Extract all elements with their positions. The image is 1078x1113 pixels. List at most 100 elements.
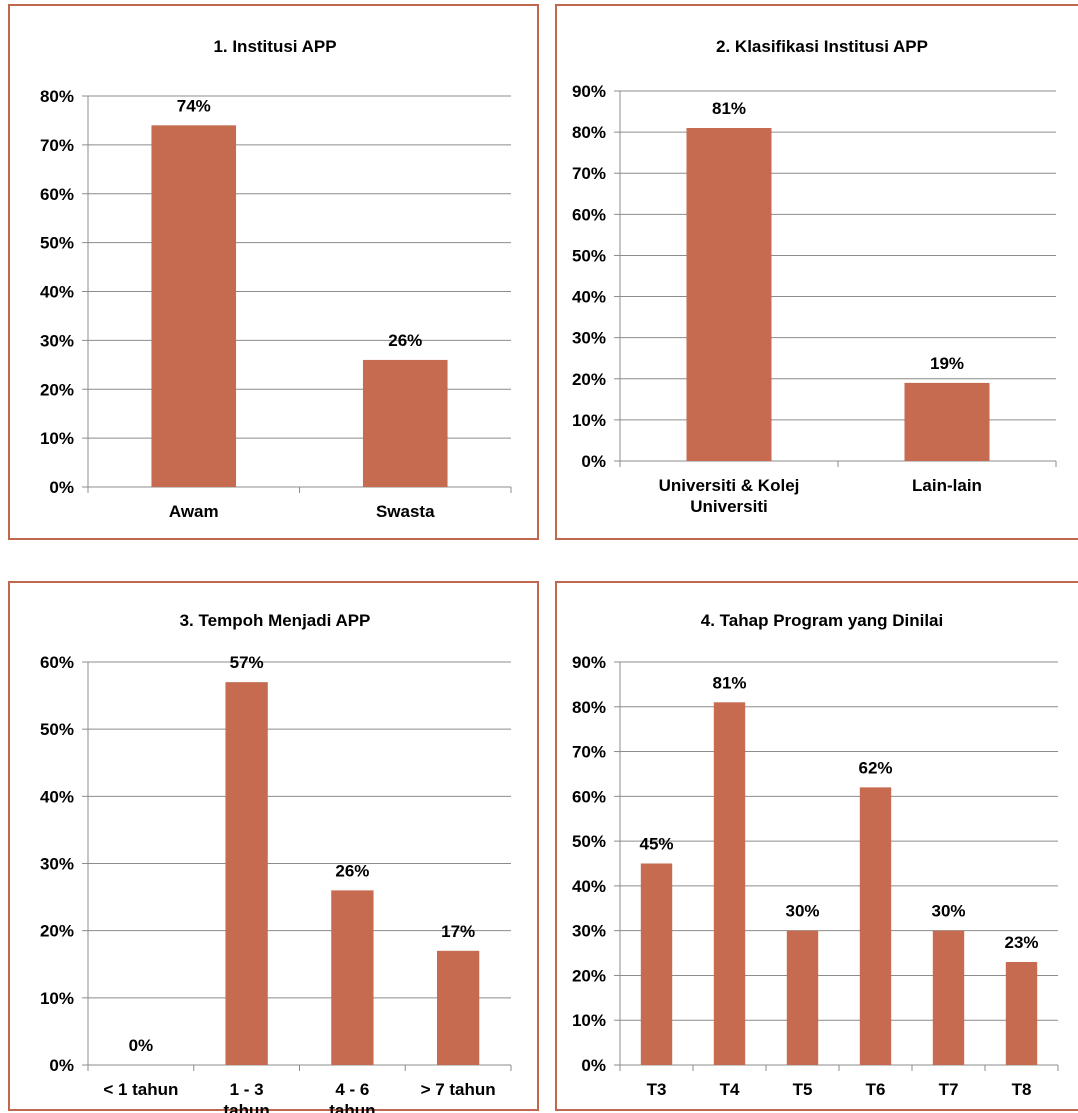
- chart-2-svg: 2. Klasifikasi Institusi APP 0% 10% 20% 30%…: [572, 37, 1057, 516]
- y-tick-label: 0%: [581, 1056, 606, 1075]
- chart-2-yticks: 0% 10% 20% 30% 40% 50% 60% 70% 80% 90%: [572, 82, 606, 471]
- bar: [932, 930, 965, 1065]
- y-tick-label: 20%: [572, 966, 606, 985]
- chart-1-yticks: 0% 10% 20% 30% 40% 50% 60% 70% 80%: [40, 87, 74, 497]
- y-tick-label: 10%: [40, 429, 74, 448]
- chart-4-data-labels: 45% 81% 30% 62% 30% 23%: [639, 673, 1038, 952]
- bar: [713, 702, 746, 1065]
- data-label: 57%: [230, 653, 264, 672]
- data-label: 45%: [639, 835, 673, 854]
- chart-3-svg: 3. Tempoh Menjadi APP 0% 10% 20% 30% 40% 50% 6…: [40, 611, 512, 1113]
- y-tick-label: 40%: [40, 283, 74, 302]
- chart-panel-4: 4. Tahap Program yang Dinilai 0% 10% 20% 30…: [555, 581, 1078, 1111]
- chart-3-data-labels: 0% 57% 26% 17%: [129, 653, 476, 1055]
- x-category-label: Lain-lain: [912, 476, 982, 495]
- chart-3-categories: < 1 tahun 1 - 3 tahun 4 - 6 tahun > 7 tahun: [103, 1080, 495, 1113]
- x-category-label: < 1 tahun: [103, 1080, 178, 1099]
- x-category-label: Swasta: [376, 502, 435, 521]
- data-label: 26%: [388, 331, 422, 350]
- y-tick-label: 80%: [572, 698, 606, 717]
- chart-4-axes: [614, 661, 1059, 1071]
- chart-4-svg: 4. Tahap Program yang Dinilai 0% 10% 20% 30…: [572, 611, 1059, 1099]
- chart-4-title: 4. Tahap Program yang Dinilai: [701, 611, 943, 630]
- chart-panel-3: 3. Tempoh Menjadi APP 0% 10% 20% 30% 40% 50% 6…: [8, 581, 539, 1113]
- bar: [225, 682, 268, 1065]
- chart-1-bars: [151, 125, 448, 487]
- data-label: 30%: [931, 902, 965, 921]
- data-label: 0%: [129, 1036, 154, 1055]
- y-tick-label: 80%: [40, 87, 74, 106]
- x-category-label: T6: [866, 1080, 886, 1099]
- y-tick-label: 50%: [572, 832, 606, 851]
- y-tick-label: 90%: [572, 82, 606, 101]
- x-category-label: T7: [939, 1080, 959, 1099]
- chart-1-data-labels: 74% 26%: [177, 96, 423, 350]
- y-tick-label: 10%: [40, 989, 74, 1008]
- chart-panel-1: 1. Institusi APP 0% 10% 20% 30% 40% 50% 60% 70%…: [8, 4, 539, 540]
- y-tick-label: 80%: [572, 123, 606, 142]
- y-tick-label: 0%: [49, 1056, 74, 1075]
- y-tick-label: 20%: [572, 370, 606, 389]
- y-tick-label: 30%: [40, 331, 74, 350]
- bar: [859, 787, 892, 1065]
- x-category-label: Awam: [169, 502, 219, 521]
- y-tick-label: 30%: [40, 855, 74, 874]
- y-tick-label: 0%: [49, 478, 74, 497]
- y-tick-label: 70%: [572, 164, 606, 183]
- y-tick-label: 50%: [572, 246, 606, 265]
- chart-3-bars: [225, 682, 480, 1065]
- data-label: 19%: [930, 354, 964, 373]
- y-tick-label: 60%: [572, 787, 606, 806]
- bar: [686, 128, 772, 461]
- chart-2-bars: [686, 128, 990, 461]
- bar: [331, 890, 374, 1065]
- chart-2-grid: [620, 90, 1056, 421]
- chart-2-data-labels: 81% 19%: [712, 99, 964, 373]
- data-label: 23%: [1004, 933, 1038, 952]
- chart-4-bars: [640, 702, 1038, 1065]
- x-category-label: T8: [1012, 1080, 1032, 1099]
- bar: [786, 930, 819, 1065]
- y-tick-label: 60%: [40, 185, 74, 204]
- x-category-label: 1 - 3 tahun: [223, 1080, 269, 1113]
- y-tick-label: 40%: [572, 877, 606, 896]
- data-label: 26%: [335, 861, 369, 880]
- y-tick-label: 40%: [572, 288, 606, 307]
- x-category-label: T5: [793, 1080, 813, 1099]
- y-tick-label: 10%: [572, 411, 606, 430]
- data-label: 74%: [177, 96, 211, 115]
- chart-3-grid: [88, 661, 511, 999]
- chart-panel-2: 2. Klasifikasi Institusi APP 0% 10% 20% 30%…: [555, 4, 1078, 540]
- x-category-label: T3: [647, 1080, 667, 1099]
- y-tick-label: 0%: [581, 452, 606, 471]
- chart-1-categories: Awam Swasta: [169, 502, 435, 521]
- x-category-label: T4: [720, 1080, 740, 1099]
- y-tick-label: 20%: [40, 922, 74, 941]
- y-tick-label: 70%: [40, 136, 74, 155]
- bar: [362, 359, 448, 487]
- y-tick-label: 10%: [572, 1011, 606, 1030]
- bar: [1005, 962, 1038, 1065]
- x-category-label: Universiti & Kolej Universiti: [659, 476, 800, 516]
- y-tick-label: 30%: [572, 922, 606, 941]
- bar: [436, 950, 480, 1065]
- x-category-label: > 7 tahun: [421, 1080, 496, 1099]
- bar: [151, 125, 237, 487]
- chart-2-axes: [614, 90, 1057, 467]
- chart-4-yticks: 0% 10% 20% 30% 40% 50% 60% 70% 80% 90%: [572, 653, 606, 1075]
- chart-1-title: 1. Institusi APP: [213, 37, 336, 56]
- y-tick-label: 50%: [40, 720, 74, 739]
- data-label: 81%: [712, 99, 746, 118]
- y-tick-label: 70%: [572, 743, 606, 762]
- data-label: 17%: [441, 922, 475, 941]
- bar: [904, 382, 990, 461]
- chart-2-categories: Universiti & Kolej Universiti Lain-lain: [659, 476, 982, 516]
- chart-4-grid: [620, 661, 1058, 1021]
- y-tick-label: 40%: [40, 787, 74, 806]
- y-tick-label: 90%: [572, 653, 606, 672]
- chart-3-title: 3. Tempoh Menjadi APP: [180, 611, 371, 630]
- y-tick-label: 30%: [572, 329, 606, 348]
- y-tick-label: 60%: [40, 653, 74, 672]
- y-tick-label: 60%: [572, 205, 606, 224]
- x-category-label: 4 - 6 tahun: [329, 1080, 375, 1113]
